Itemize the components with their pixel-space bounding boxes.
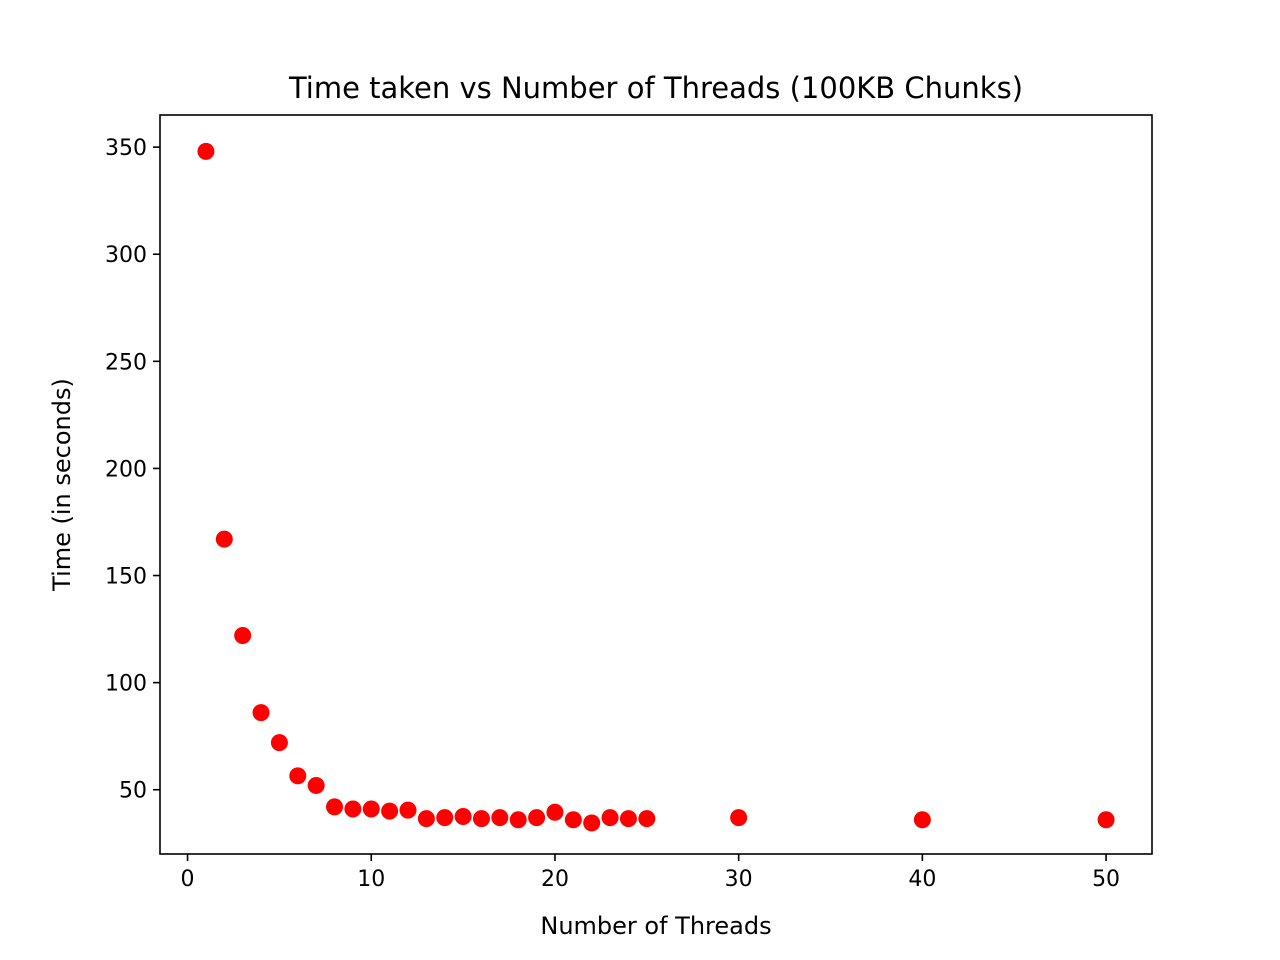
data-point xyxy=(270,734,288,752)
data-point xyxy=(564,811,582,829)
chart-title: Time taken vs Number of Threads (100KB C… xyxy=(288,71,1023,105)
data-point xyxy=(601,809,619,827)
data-point xyxy=(399,801,417,819)
data-point xyxy=(307,776,325,794)
y-tick-label: 150 xyxy=(105,565,147,590)
data-point xyxy=(344,800,362,818)
y-tick-label: 100 xyxy=(105,672,147,697)
data-point xyxy=(234,627,252,645)
data-point xyxy=(730,809,748,827)
x-tick-label: 20 xyxy=(541,867,569,892)
y-tick-label: 50 xyxy=(119,779,147,804)
data-point xyxy=(472,810,490,828)
data-point xyxy=(528,809,546,827)
data-point xyxy=(252,704,270,722)
data-point xyxy=(454,808,472,826)
data-point xyxy=(436,809,454,827)
x-axis-label: Number of Threads xyxy=(540,912,771,940)
x-tick-label: 10 xyxy=(357,867,385,892)
data-point xyxy=(326,798,344,816)
x-tick-label: 30 xyxy=(725,867,753,892)
data-point xyxy=(491,809,509,827)
x-tick-label: 0 xyxy=(181,867,195,892)
x-tick-label: 50 xyxy=(1092,867,1120,892)
y-tick-label: 300 xyxy=(105,243,147,268)
data-point xyxy=(1097,811,1115,829)
data-point xyxy=(289,767,307,785)
data-point xyxy=(583,814,601,832)
x-tick-label: 40 xyxy=(908,867,936,892)
data-point xyxy=(913,811,931,829)
data-points xyxy=(197,142,1115,832)
data-point xyxy=(197,142,215,160)
data-point xyxy=(362,800,380,818)
data-point xyxy=(638,810,656,828)
data-point xyxy=(546,803,564,821)
axis-ticks: 0 10 20 30 40 50 50 100 150 200 250 300 350 xyxy=(105,136,1120,892)
y-tick-label: 350 xyxy=(105,136,147,161)
data-point xyxy=(215,530,233,548)
y-axis-label: Time (in seconds) xyxy=(48,378,76,592)
y-tick-label: 200 xyxy=(105,457,147,482)
data-point xyxy=(381,802,399,820)
y-tick-label: 250 xyxy=(105,350,147,375)
data-point xyxy=(417,810,435,828)
data-point xyxy=(619,810,637,828)
plot-frame xyxy=(159,114,1153,855)
data-point xyxy=(509,811,527,829)
